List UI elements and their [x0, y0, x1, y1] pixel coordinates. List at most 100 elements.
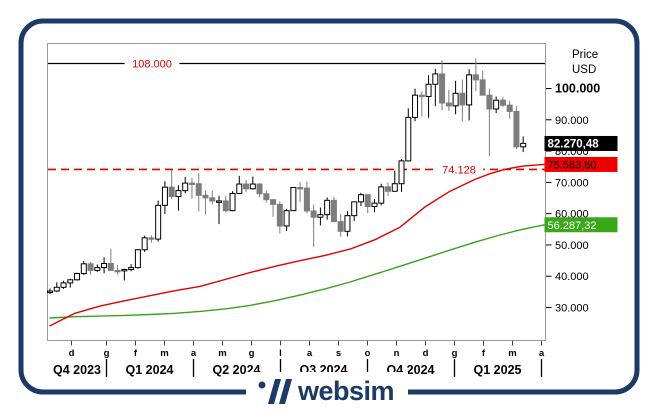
candle-up [425, 83, 432, 97]
price-tick-label: 100.000 [555, 82, 600, 96]
candle-up [371, 202, 378, 208]
candle-down [418, 94, 425, 98]
month-label: g [104, 348, 110, 359]
candle-up [520, 142, 527, 148]
ma-fast-line [49, 163, 546, 327]
candle-up [128, 267, 135, 270]
level-labels: 108.000 74.128 [124, 56, 484, 176]
candle-up [493, 99, 500, 110]
month-label: f [134, 348, 138, 359]
candle-down [222, 200, 229, 212]
currency-label: USD [572, 64, 596, 76]
candle-down [303, 187, 310, 212]
candle-down [385, 186, 391, 192]
candle-up [121, 268, 128, 272]
month-label: a [539, 348, 545, 359]
price-tick-label: 30.000 [555, 303, 589, 315]
level-label-74.128: 74.128 [442, 164, 476, 176]
candle-up [94, 267, 101, 271]
month-label: a [191, 348, 197, 359]
candle-down [330, 199, 337, 223]
candle-down [202, 194, 209, 199]
candle-down [209, 197, 216, 202]
candle-up [236, 183, 243, 194]
candle-down [472, 74, 479, 81]
candle-down [479, 79, 486, 96]
candle-up [391, 183, 398, 192]
month-label: a [307, 348, 313, 359]
candle-up [452, 92, 459, 107]
candle-up [175, 190, 182, 198]
month-label: d [423, 348, 429, 359]
month-label: s [336, 348, 341, 359]
candle-up [398, 160, 405, 185]
candle-down [270, 199, 277, 205]
candle-up [432, 73, 439, 85]
moving-averages [49, 163, 546, 327]
candle-up [80, 263, 87, 275]
price-markers: 82.270,48 75.563,60 56.287,32 [544, 135, 618, 233]
price-marker-box [544, 217, 618, 233]
candle-down [195, 183, 202, 196]
month-label: g [452, 348, 458, 359]
time-axis: d g f m a m g l a s o n d g f m aQ4 2023 Q1 2024 Q2 2024 Q3… [53, 341, 545, 377]
brand-wordmark: websim [297, 376, 394, 406]
price-marker-box [544, 156, 618, 172]
candle-up [249, 183, 256, 190]
candle-up [229, 192, 236, 212]
candle-down [263, 193, 270, 201]
candle-down [188, 182, 195, 186]
websim-logo-icon [258, 379, 292, 404]
month-label: o [365, 348, 371, 359]
candle-down [114, 269, 121, 273]
quarter-label: Q4 2023 [53, 363, 101, 377]
candle-down [439, 73, 446, 104]
candle-down [148, 237, 155, 240]
month-label: d [69, 348, 75, 359]
candle-down [445, 102, 452, 107]
candle-up [357, 194, 364, 203]
price-tick-label: 40.000 [555, 271, 589, 283]
price-tick-label: 50.000 [555, 240, 589, 252]
candle-down [87, 263, 94, 271]
price-marker-box [544, 135, 618, 151]
quarter-label: Q1 2024 [126, 363, 174, 377]
candle-down [337, 221, 344, 232]
candle-down [276, 203, 283, 227]
candle-down [506, 104, 513, 112]
candle-down [168, 186, 175, 198]
month-label: f [482, 348, 486, 359]
candle-up [412, 94, 419, 118]
candle-up [161, 186, 168, 206]
candle-up [182, 182, 189, 192]
candle-up [351, 201, 358, 217]
candle-up [344, 215, 351, 232]
candle-up [74, 273, 81, 281]
price-tick-label: 90.000 [555, 115, 589, 127]
candle-down [499, 99, 506, 106]
candle-up [67, 279, 74, 284]
price-marker-value: 56.287,32 [548, 220, 597, 232]
month-label: l [279, 348, 282, 359]
candle-down [486, 94, 493, 110]
price-marker-value: 82.270,48 [548, 138, 600, 150]
candlestick-series [47, 58, 527, 295]
candle-up [60, 282, 67, 288]
candle-up [317, 214, 324, 218]
candle-down [459, 92, 466, 106]
candle-down [513, 110, 520, 148]
candle-down [107, 263, 114, 271]
candle-down [364, 194, 371, 208]
candle-up [155, 204, 162, 240]
month-label: m [218, 348, 226, 359]
price-tick-label: 70.000 [555, 177, 589, 189]
candle-up [290, 186, 297, 212]
candle-up [378, 186, 385, 204]
candle-down [297, 186, 304, 190]
quarter-label: Q1 2025 [474, 363, 522, 377]
candle-up [53, 286, 60, 292]
ma-slow-line [49, 223, 546, 319]
candle-down [243, 183, 250, 190]
